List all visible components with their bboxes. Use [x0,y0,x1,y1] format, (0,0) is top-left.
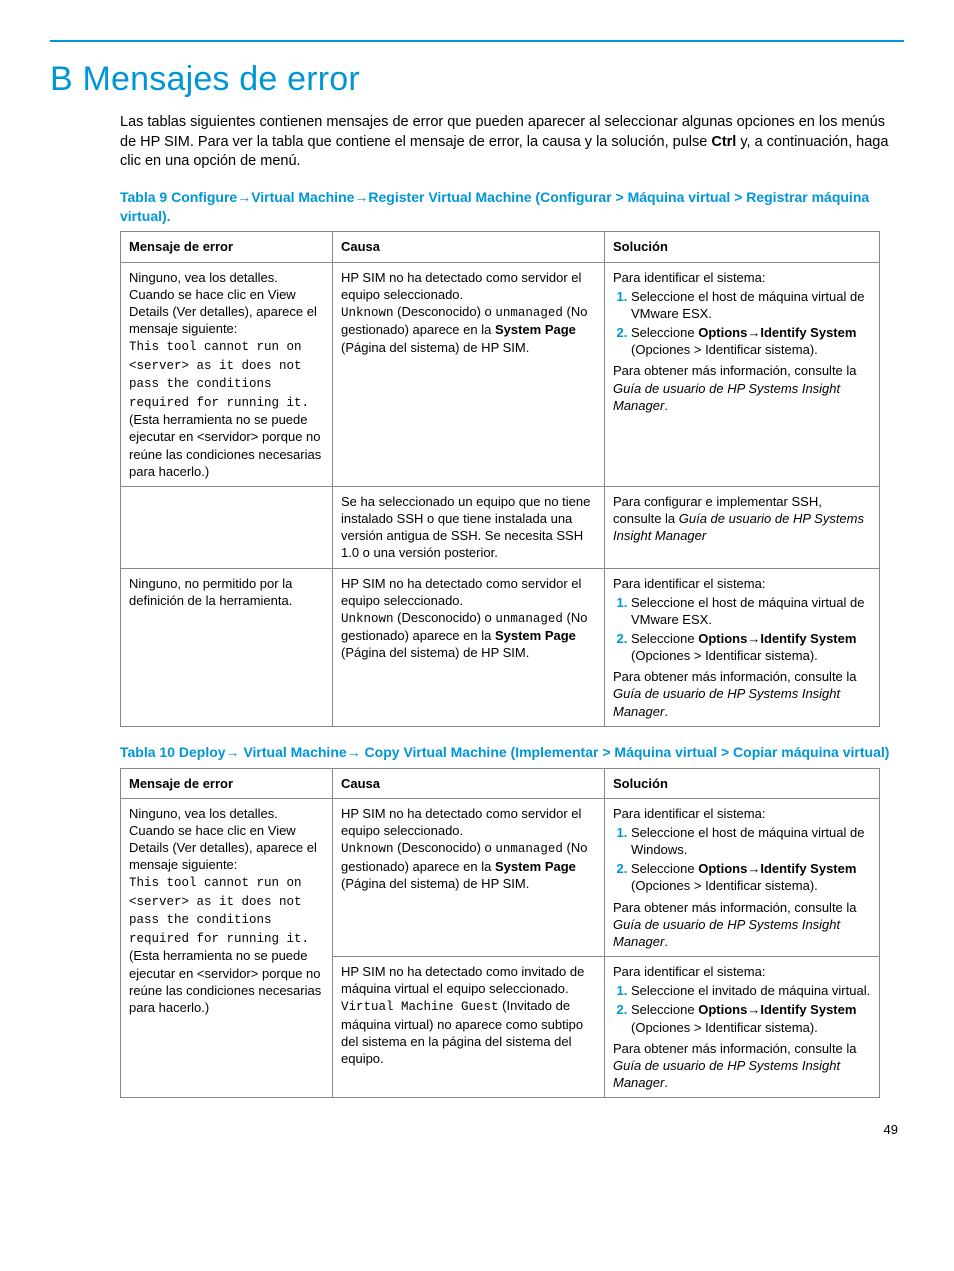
table9-r2-cause: Se ha seleccionado un equipo que no tien… [333,486,605,568]
table10-r1-sol: Para identificar el sistema:Seleccione e… [605,798,880,956]
table10-header-cause: Causa [333,768,605,798]
table-row: Ninguno, vea los detalles. Cuando se hac… [121,262,880,486]
table9-r2-msg [121,486,333,568]
table9-r3-msg: Ninguno, no permitido por la definición … [121,568,333,726]
table9-header-cause: Causa [333,232,605,262]
table9-r1-cause: HP SIM no ha detectado como servidor el … [333,262,605,486]
table9-r2-sol: Para configurar e implementar SSH, consu… [605,486,880,568]
table-row: Se ha seleccionado un equipo que no tien… [121,486,880,568]
table10-merged-msg: Ninguno, vea los detalles. Cuando se hac… [121,798,333,1097]
table-row: Ninguno, no permitido por la definición … [121,568,880,726]
table9-r1-sol: Para identificar el sistema:Seleccione e… [605,262,880,486]
table10: Mensaje de error Causa Solución Ninguno,… [120,768,880,1099]
document-page: B Mensajes de error Las tablas siguiente… [0,0,954,1157]
table10-header-sol: Solución [605,768,880,798]
table-row: Ninguno, vea los detalles. Cuando se hac… [121,798,880,956]
table9-header-msg: Mensaje de error [121,232,333,262]
intro-paragraph: Las tablas siguientes contienen mensajes… [120,113,904,172]
table10-header-msg: Mensaje de error [121,768,333,798]
table9-r3-sol: Para identificar el sistema:Seleccione e… [605,568,880,726]
table9-r1-msg: Ninguno, vea los detalles. Cuando se hac… [121,262,333,486]
table9: Mensaje de error Causa Solución Ninguno,… [120,231,880,726]
table9-header-sol: Solución [605,232,880,262]
table10-caption: Tabla 10 Deploy→ Virtual Machine→ Copy V… [120,743,904,762]
table10-r2-sol: Para identificar el sistema:Seleccione e… [605,957,880,1098]
top-rule [50,40,904,42]
table9-caption: Tabla 9 Configure→Virtual Machine→Regist… [120,188,904,226]
table9-r3-cause: HP SIM no ha detectado como servidor el … [333,568,605,726]
page-title: B Mensajes de error [50,60,904,99]
table10-header-row: Mensaje de error Causa Solución [121,768,880,798]
table10-r1-cause: HP SIM no ha detectado como servidor el … [333,798,605,956]
table9-header-row: Mensaje de error Causa Solución [121,232,880,262]
page-number: 49 [50,1122,904,1137]
table10-r2-cause: HP SIM no ha detectado como invitado de … [333,957,605,1098]
